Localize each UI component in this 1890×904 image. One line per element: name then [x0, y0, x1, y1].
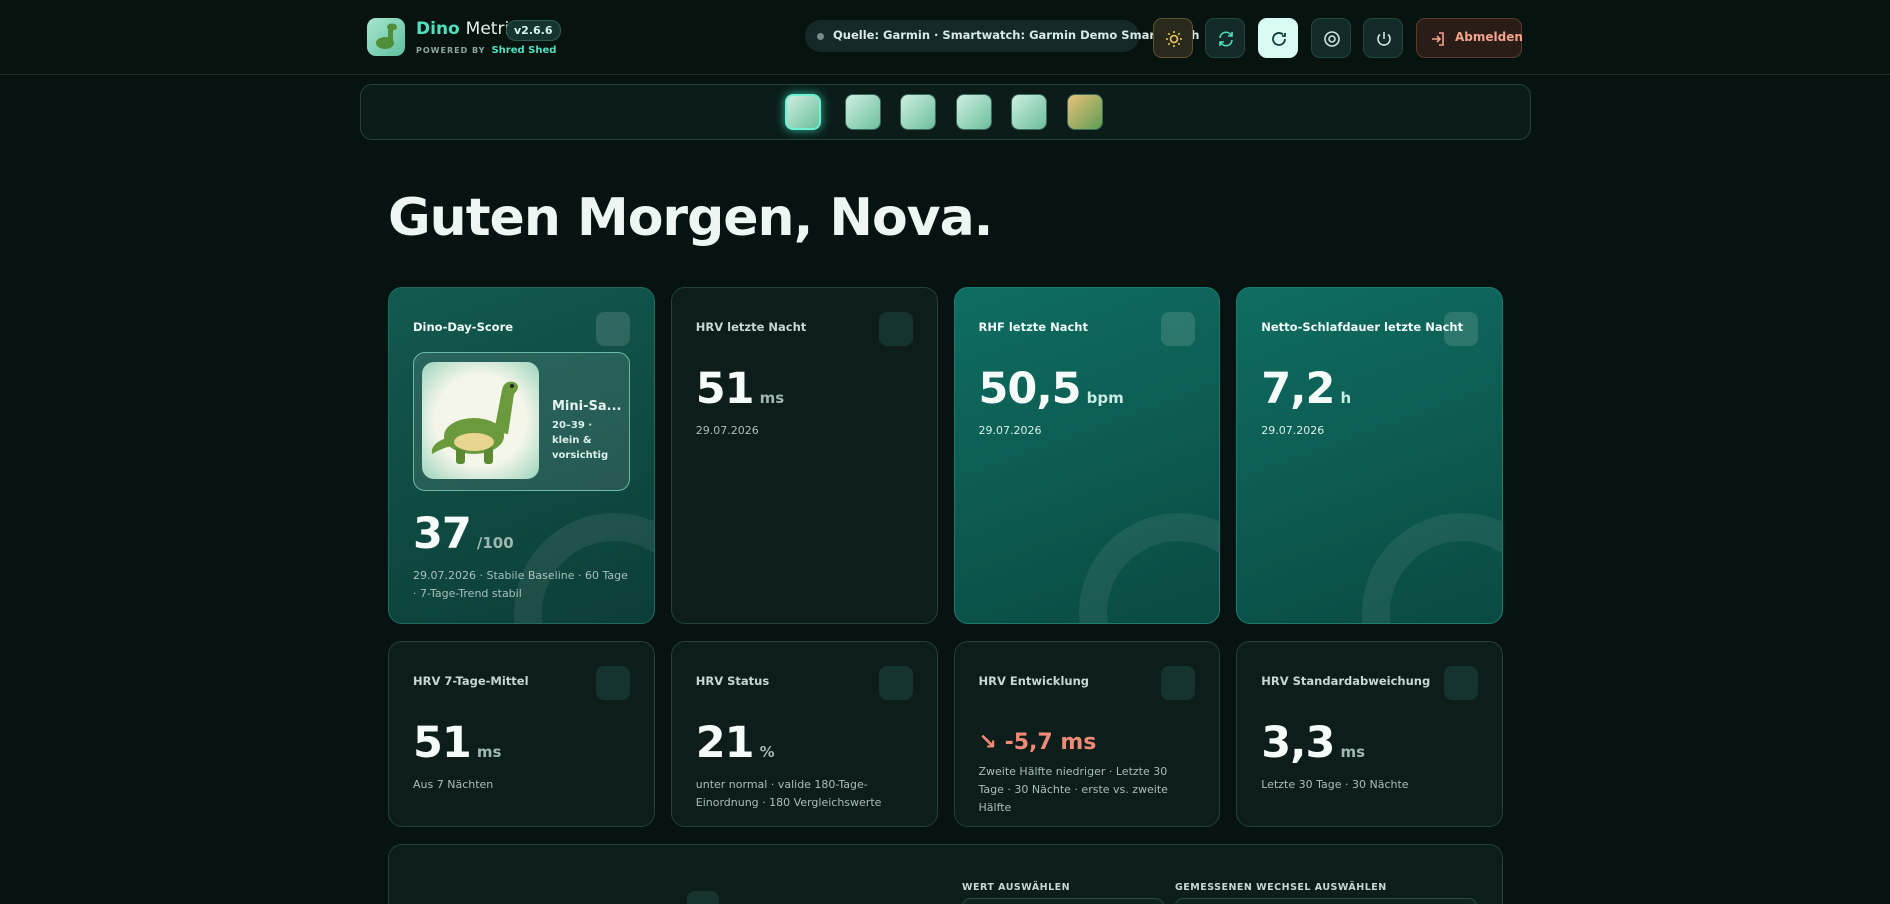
score-card: Dino-Day-Score Mini-Sa... 20–39 · klein …: [388, 287, 655, 624]
metric-card: HRV Status 21% unter normal · valide 180-T…: [670, 641, 938, 827]
card-value: 51 ms: [696, 364, 913, 414]
card-note: Zweite Hälfte niedriger · Letzte 30 Tage…: [978, 765, 1168, 814]
value-unit: ms: [1340, 743, 1365, 761]
card-title: HRV Standardabweichung: [1261, 674, 1431, 688]
card-title: RHF letzte Nacht: [978, 320, 1088, 334]
change-select[interactable]: [1175, 898, 1477, 904]
dino-avatar[interactable]: [900, 94, 936, 130]
card-title: Dino-Day-Score: [413, 320, 514, 334]
card-value: 50,5 bpm: [979, 364, 1196, 414]
value-unit: h: [1340, 389, 1352, 407]
card-value: 51 ms: [413, 718, 630, 768]
card-value: 7,2 h: [1261, 364, 1478, 414]
dino-avatar[interactable]: [1011, 94, 1047, 130]
score-value: 37/100: [413, 509, 630, 559]
card-icon: [1444, 312, 1478, 346]
card-icon: [1161, 312, 1196, 346]
value-number: 50,5: [978, 364, 1082, 414]
logo[interactable]: [367, 18, 405, 56]
header: Dino Metrix v2.6.6 POWERED BY Shred Shed …: [0, 0, 1890, 75]
powered-by: POWERED BY Shred Shed: [416, 45, 556, 56]
value-number: 3,3: [1261, 718, 1335, 768]
value-unit: bpm: [1086, 389, 1124, 407]
card-note: 29.07.2026: [978, 424, 1042, 437]
card-title: HRV Entwicklung: [978, 674, 1090, 688]
metric-card: HRV 7-Tage-Mittel 51 ms Aus 7 Nächten: [388, 641, 655, 827]
value-number: 51: [413, 718, 472, 768]
card-title: HRV 7-Tage-Mittel: [413, 674, 529, 688]
dino-avatar[interactable]: [956, 94, 992, 130]
decor-ring: [1362, 513, 1503, 623]
dino-box: Mini-Sa... 20–39 · klein & vorsichtig: [413, 352, 630, 491]
value-number: ↘ -5,7 ms: [978, 730, 1097, 755]
theme-button[interactable]: [1153, 18, 1193, 58]
dino-image: [422, 362, 539, 479]
dino-nav: [360, 84, 1531, 140]
brand-first: Dino: [416, 19, 460, 39]
refresh-button[interactable]: [1258, 18, 1298, 58]
value-unit: %: [759, 743, 775, 761]
dino-avatar[interactable]: [845, 94, 881, 130]
card-note: 29.07.2026: [695, 424, 759, 437]
card-title: HRV Status: [695, 674, 770, 688]
value-number: 51: [695, 364, 755, 414]
panel-icon: [687, 891, 719, 904]
dino-avatar[interactable]: [1067, 94, 1103, 130]
sync-button[interactable]: [1205, 18, 1245, 58]
comparison-panel: [388, 844, 1503, 904]
card-icon: [595, 312, 630, 346]
card-note: Aus 7 Nächten: [413, 778, 494, 791]
card-note: unter normal · valide 180-Tage-Einordnun…: [695, 778, 882, 809]
dino-avatar[interactable]: [785, 94, 821, 130]
card-icon: [1444, 666, 1478, 700]
powered-label: POWERED BY: [416, 46, 486, 55]
version-badge: v2.6.6: [506, 20, 561, 41]
card-value: ↘ -5,7 ms: [979, 730, 1196, 755]
logout-button[interactable]: Abmelden: [1416, 18, 1523, 58]
dino-name: Mini-Sa...: [552, 399, 622, 414]
value-number: 7,2: [1261, 364, 1335, 414]
greeting: Guten Morgen, Nova.: [388, 188, 993, 248]
card-title: Netto-Schlafdauer letzte Nacht: [1261, 320, 1464, 334]
metric-card: HRV letzte Nacht 51 ms 29.07.2026: [670, 287, 938, 624]
select-label: GEMESSENEN WECHSEL AUSWÄHLEN: [1175, 882, 1387, 893]
card-note: Letzte 30 Tage · 30 Nächte: [1261, 778, 1409, 791]
settings-button[interactable]: [1311, 18, 1351, 58]
value-number: 21: [695, 718, 755, 768]
metric-card: RHF letzte Nacht 50,5 bpm 29.07.2026: [953, 287, 1221, 624]
card-row: Dino-Day-Score Mini-Sa... 20–39 · klein …: [388, 287, 1503, 624]
logout-label: Abmelden: [1455, 30, 1523, 44]
power-button[interactable]: [1363, 18, 1403, 58]
score-number: 37: [413, 509, 472, 559]
powered-name: Shred Shed: [491, 45, 557, 56]
card-note: 29.07.2026: [1261, 424, 1325, 437]
decor-ring: [1079, 513, 1220, 623]
brand-second: Metrix: [465, 19, 520, 39]
brand: Dino Metrix: [416, 19, 519, 39]
value-unit: ms: [476, 743, 502, 761]
value-select[interactable]: [962, 898, 1164, 904]
card-icon: [878, 312, 913, 346]
metric-card: HRV Entwicklung ↘ -5,7 ms Zweite Hälfte ni…: [953, 641, 1221, 827]
select-label: WERT AUSWÄHLEN: [962, 882, 1071, 893]
card-value: 21%: [696, 718, 913, 768]
dino-description: 20–39 · klein & vorsichtig: [552, 420, 609, 461]
source-pill: Quelle: Garmin · Smartwatch: Garmin Demo…: [805, 20, 1199, 52]
metric-card: Netto-Schlafdauer letzte Nacht 7,2 h 29.07.…: [1236, 287, 1503, 624]
card-icon: [595, 666, 630, 700]
metric-card: HRV Standardabweichung 3,3 ms Letzte 30 Tag…: [1236, 641, 1503, 827]
card-row: HRV 7-Tage-Mittel 51 ms Aus 7 Nächten HRV S…: [388, 641, 1503, 827]
card-icon: [878, 666, 913, 700]
value-unit: ms: [759, 389, 785, 407]
card-title: HRV letzte Nacht: [695, 320, 807, 334]
card-value: 3,3 ms: [1261, 718, 1478, 768]
card-icon: [1161, 666, 1196, 700]
score-max: /100: [476, 534, 514, 552]
